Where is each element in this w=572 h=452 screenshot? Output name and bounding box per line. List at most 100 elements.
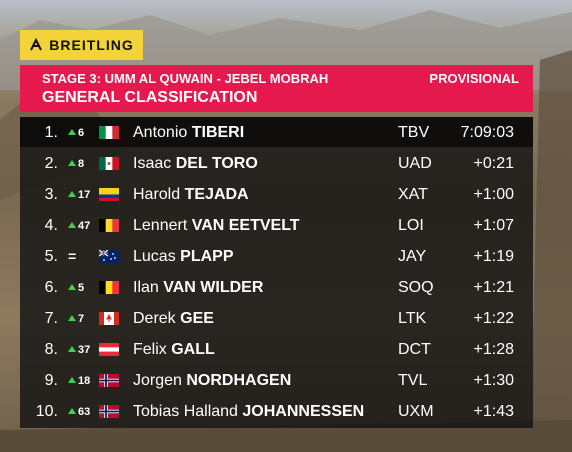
position: 2.	[44, 155, 58, 172]
flag	[99, 374, 119, 387]
up-arrow	[68, 346, 76, 352]
flag-cross	[99, 405, 119, 418]
last-name: TIBERI	[191, 124, 245, 141]
rider-name: Lucas PLAPP	[133, 248, 234, 266]
status: PROVISIONAL	[429, 71, 519, 86]
flag-stripe	[99, 219, 106, 232]
flag-stripe	[99, 126, 106, 139]
rank-change: =	[68, 248, 77, 264]
standings-row: 3. 17 Harold TEJADA XAT +1:00	[20, 179, 533, 209]
flag-stripe	[112, 126, 119, 139]
rank-change: 5	[78, 282, 85, 294]
flag-star	[110, 258, 112, 260]
last-name: JOHANNESSEN	[242, 403, 365, 420]
rider-name: Lennert VAN EETVELT	[133, 217, 300, 235]
flag-cross	[99, 374, 119, 387]
first-name: Jorgen	[133, 372, 182, 389]
rank-change: 7	[78, 313, 85, 325]
rank-change: 17	[78, 189, 91, 201]
first-name: Harold	[133, 186, 181, 203]
flag-emblem	[107, 162, 111, 165]
position: 5.	[44, 248, 58, 265]
time: +0:21	[473, 155, 514, 172]
arrow-shape	[68, 284, 76, 290]
flag-stripe	[105, 126, 113, 139]
first-name: Ilan	[133, 279, 159, 296]
sponsor-icon	[30, 38, 43, 51]
flag-stripe	[112, 281, 119, 294]
position: 8.	[44, 341, 58, 358]
flag-star	[112, 253, 114, 255]
team: UXM	[398, 403, 434, 420]
flag-stripe	[99, 197, 119, 201]
flag-stripe	[99, 188, 119, 195]
flag	[99, 343, 119, 356]
standings-row: 4. 47 Lennert VAN EETVELT LOI +1:07	[20, 210, 533, 240]
last-name: DEL TORO	[175, 155, 258, 172]
first-name: Lennert	[133, 217, 188, 234]
up-arrow	[68, 315, 76, 321]
standings-row: 8. 37 Felix GALL DCT +1:28	[20, 334, 533, 364]
standings-row: 1. 6 Antonio TIBERI TBV 7:09:03	[20, 117, 533, 147]
position: 10.	[35, 403, 58, 420]
flag-stripe	[112, 219, 119, 232]
team: XAT	[398, 186, 428, 203]
rank-change: 47	[78, 220, 91, 232]
team: JAY	[398, 248, 427, 265]
flag-union	[99, 250, 108, 256]
flag	[99, 312, 119, 325]
flag-star	[114, 257, 116, 259]
standings-table: 1. 6 Antonio TIBERI TBV 7:09:03 2. 8 Isaac DEL …	[20, 117, 533, 428]
time: +1:00	[473, 186, 514, 203]
position: 7.	[44, 310, 58, 327]
team: UAD	[398, 155, 432, 172]
last-name: VAN EETVELT	[191, 217, 300, 234]
first-name: Felix	[133, 341, 167, 358]
standings-row: 6. 5 Ilan VAN WILDER SOQ +1:21	[20, 272, 533, 302]
time: +1:19	[473, 248, 514, 265]
team: LTK	[398, 310, 427, 327]
flag-stripe	[99, 351, 119, 356]
up-arrow	[68, 129, 76, 135]
flag-stripe	[99, 347, 119, 352]
arrow-shape	[68, 129, 76, 135]
first-name: Tobias Halland	[133, 403, 238, 420]
flag	[99, 281, 119, 294]
position: 6.	[44, 279, 58, 296]
last-name: GALL	[171, 341, 215, 358]
sponsor-logo: BREITLING	[20, 30, 143, 60]
classification-title: GENERAL CLASSIFICATION	[42, 89, 258, 106]
rank-change: 8	[78, 158, 85, 170]
standings-row: 10. 63 Tobias Halland JOHANNESSEN UXM +1:43	[20, 396, 533, 426]
team: LOI	[398, 217, 424, 234]
time: +1:43	[473, 403, 514, 420]
rider-name: Ilan VAN WILDER	[133, 279, 263, 297]
rider-name: Harold TEJADA	[133, 186, 249, 204]
standings-row: 7. 7 Derek GEE LTK +1:22	[20, 303, 533, 333]
flag-stripe	[112, 157, 119, 170]
time: 7:09:03	[460, 124, 514, 141]
flag	[99, 126, 119, 139]
first-name: Lucas	[133, 248, 176, 265]
last-name: PLAPP	[180, 248, 234, 265]
rider-name: Antonio TIBERI	[133, 124, 244, 142]
flag	[99, 188, 119, 201]
flag-star	[103, 259, 105, 261]
standings-row: 2. 8 Isaac DEL TORO UAD +0:21	[20, 148, 533, 178]
last-name: NORDHAGEN	[186, 372, 292, 389]
up-arrow	[68, 160, 76, 166]
team: SOQ	[398, 279, 434, 296]
arrow-shape	[68, 346, 76, 352]
rank-change: 6	[78, 127, 85, 139]
arrow-shape	[68, 408, 76, 414]
arrow-shape	[68, 191, 76, 197]
last-name: TEJADA	[184, 186, 249, 203]
flag-stripe	[105, 281, 113, 294]
time: +1:22	[473, 310, 514, 327]
time: +1:07	[473, 217, 514, 234]
arrow-shape	[68, 377, 76, 383]
flag	[99, 157, 119, 170]
position: 3.	[44, 186, 58, 203]
last-name: GEE	[180, 310, 214, 327]
